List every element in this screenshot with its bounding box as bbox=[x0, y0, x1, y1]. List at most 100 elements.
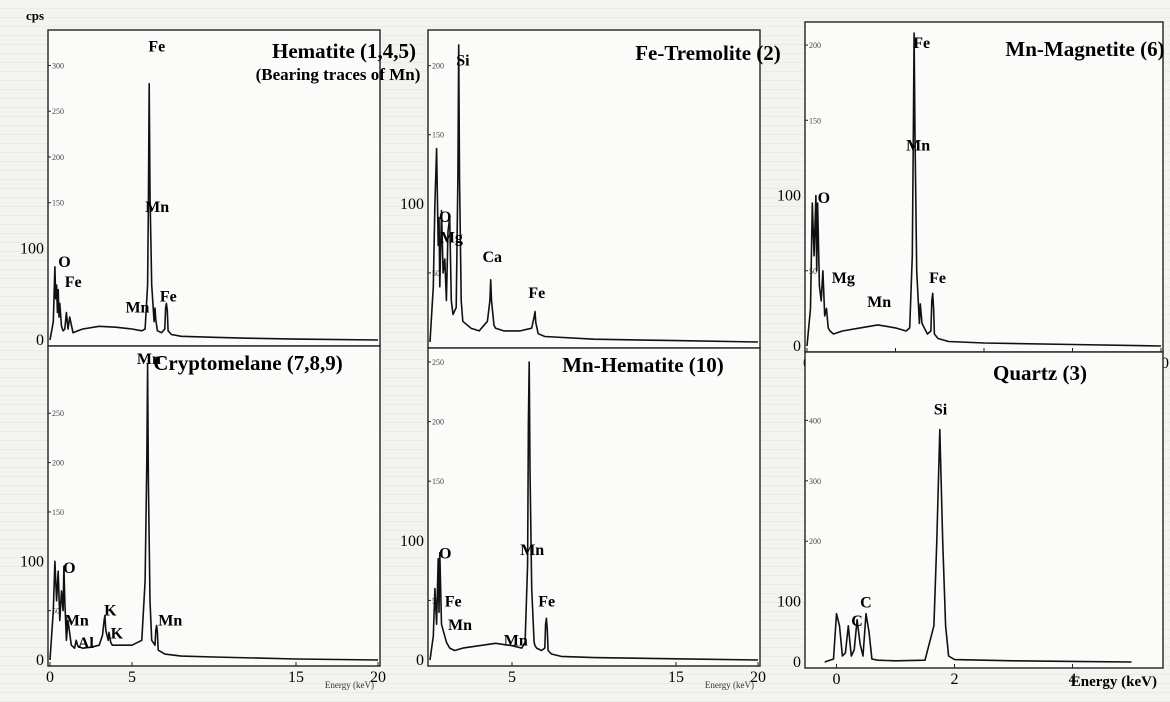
cryptomelane-xtick-label: 15 bbox=[288, 669, 304, 686]
mn-magnetite-spectrum-line bbox=[806, 32, 1162, 347]
cryptomelane-peak-label-o: O bbox=[63, 560, 75, 577]
cryptomelane-frame bbox=[47, 345, 381, 667]
mn-magnetite-ytick-label: 0 bbox=[793, 338, 801, 355]
quartz-ytick-label: 100 bbox=[777, 594, 801, 611]
cryptomelane-xtick-label: 0 bbox=[46, 669, 54, 686]
fe-tremolite-panel: 50 150 200 100 Si O Mg Ca Fe Fe-Tremolite (2) bbox=[400, 29, 781, 349]
hematite-peak-label-fe: Fe bbox=[65, 274, 82, 291]
mn-hematite-ytick-minor-label: 250 bbox=[432, 358, 444, 367]
quartz-xtick-label: 0 bbox=[833, 671, 841, 688]
hematite-ytick-label: 0 bbox=[36, 332, 44, 349]
fe-tremolite-peak-label-fe: Fe bbox=[528, 285, 545, 302]
hematite-peak-label-mn: Mn bbox=[145, 199, 169, 216]
mn-magnetite-peak-label-mn: Mn bbox=[906, 137, 930, 154]
cryptomelane-spectrum-line bbox=[49, 363, 379, 661]
mn-hematite-peak-label-mn: Mn bbox=[504, 633, 528, 650]
cryptomelane-xtick-label: 20 bbox=[370, 669, 386, 686]
mn-hematite-ytick-label: 0 bbox=[416, 652, 424, 669]
mn-hematite-spectrum-line bbox=[429, 361, 759, 661]
cryptomelane-ytick-label: 0 bbox=[36, 652, 44, 669]
quartz-title: Quartz (3) bbox=[993, 361, 1087, 385]
cryptomelane-peak-label-k: K bbox=[104, 603, 117, 620]
mn-magnetite-title: Mn-Magnetite (6) bbox=[1005, 37, 1164, 61]
fe-tremolite-spectrum-line bbox=[429, 44, 759, 343]
cryptomelane-peak-label-mn: Mn bbox=[65, 612, 89, 629]
mn-hematite-peak-label-mn: Mn bbox=[520, 542, 544, 559]
hematite-ylabel: cps bbox=[26, 8, 44, 23]
mn-magnetite-peak-label-mg: Mg bbox=[832, 270, 855, 287]
cryptomelane-peak-label-k: K bbox=[111, 625, 124, 642]
hematite-spectrum-line bbox=[49, 83, 379, 341]
cryptomelane-ytick-minor-label: 200 bbox=[52, 459, 64, 468]
fe-tremolite-ytick-label: 100 bbox=[400, 196, 424, 213]
mn-hematite-xlabel: Energy (keV) bbox=[705, 680, 754, 690]
fe-tremolite-peak-label-si: Si bbox=[456, 53, 470, 70]
cryptomelane-ytick-minor-label: 150 bbox=[52, 508, 64, 517]
fe-tremolite-peak-label-ca: Ca bbox=[482, 249, 502, 266]
quartz-xtick-label: 4 bbox=[1069, 671, 1077, 688]
hematite-subtitle: (Bearing traces of Mn) bbox=[256, 65, 421, 84]
mn-hematite-peak-label-o: O bbox=[439, 546, 451, 563]
mn-hematite-peak-label-fe: Fe bbox=[538, 593, 555, 610]
hematite-panel: 150 200 250 300 0 100 Fe Mn O Fe Mn Fe Hematite (1,4… bbox=[20, 8, 420, 349]
quartz-peak-label-c: C bbox=[860, 595, 872, 612]
quartz-peak-label-c: C bbox=[851, 613, 863, 630]
quartz-panel: 200 300 400 0 100 0 2 4 Si CC Quartz (3) Energy (ke… bbox=[777, 351, 1164, 690]
cryptomelane-xtick-label: 5 bbox=[128, 669, 136, 686]
fe-tremolite-peak-label-mg: Mg bbox=[440, 230, 463, 247]
quartz-ytick-minor-label: 200 bbox=[809, 537, 821, 546]
quartz-ytick-label: 0 bbox=[793, 654, 801, 671]
mn-magnetite-frame bbox=[804, 21, 1164, 353]
mn-magnetite-ytick-minor-label: 200 bbox=[809, 41, 821, 50]
mn-hematite-xtick-label: 15 bbox=[668, 669, 684, 686]
mn-hematite-frame bbox=[427, 347, 761, 667]
hematite-ytick-minor-label: 150 bbox=[52, 199, 64, 208]
mn-hematite-peak-label-mn: Mn bbox=[448, 617, 472, 634]
mn-magnetite-peak-label-fe: Fe bbox=[913, 35, 930, 52]
hematite-frame bbox=[47, 29, 381, 347]
fe-tremolite-title: Fe-Tremolite (2) bbox=[635, 41, 781, 65]
quartz-ytick-minor-label: 300 bbox=[809, 477, 821, 486]
quartz-xlabel: Energy (keV) bbox=[1071, 674, 1157, 690]
mn-magnetite-peak-label-mn: Mn bbox=[867, 294, 891, 311]
fe-tremolite-frame bbox=[427, 29, 761, 349]
mn-magnetite-ytick-label: 100 bbox=[777, 188, 801, 205]
fe-tremolite-ytick-minor-label: 50 bbox=[432, 269, 440, 278]
mn-hematite-peak-label-fe: Fe bbox=[445, 593, 462, 610]
hematite-peak-label-o: O bbox=[58, 254, 70, 271]
quartz-frame bbox=[804, 351, 1164, 669]
cryptomelane-peak-label-al: Al bbox=[78, 635, 95, 652]
hematite-ytick-label: 100 bbox=[20, 240, 44, 257]
mn-magnetite-ytick-minor-label: 150 bbox=[809, 116, 821, 125]
mn-hematite-ytick-minor-label: 200 bbox=[432, 418, 444, 427]
mn-hematite-ytick-minor-label: 150 bbox=[432, 477, 444, 486]
hematite-title: Hematite (1,4,5) bbox=[272, 39, 416, 63]
hematite-ytick-minor-label: 300 bbox=[52, 61, 64, 70]
fe-tremolite-ytick-minor-label: 200 bbox=[432, 62, 444, 71]
mn-hematite-xtick-label: 5 bbox=[508, 669, 516, 686]
cryptomelane-peak-label-mn: Mn bbox=[158, 612, 182, 629]
cryptomelane-xlabel: Energy (keV) bbox=[325, 680, 374, 690]
hematite-peak-label-fe: Fe bbox=[160, 289, 177, 306]
cryptomelane-ytick-label: 100 bbox=[20, 553, 44, 570]
mn-magnetite-ytick-minor-label: 50 bbox=[809, 267, 817, 276]
mn-hematite-xtick-label: 20 bbox=[750, 669, 766, 686]
hematite-ytick-minor-label: 200 bbox=[52, 153, 64, 162]
cryptomelane-title: Cryptomelane (7,8,9) bbox=[153, 351, 343, 375]
quartz-ytick-minor-label: 400 bbox=[809, 416, 821, 425]
cryptomelane-peak-label-mn: Mn bbox=[137, 351, 161, 368]
mn-hematite-ytick-label: 100 bbox=[400, 533, 424, 550]
quartz-peak-label-si: Si bbox=[934, 401, 948, 418]
cryptomelane-ytick-minor-label: 250 bbox=[52, 409, 64, 418]
hematite-peak-label-mn: Mn bbox=[125, 300, 149, 317]
mn-magnetite-panel: 50150200010005101520FeMnOMgMnFeMn-Magnet… bbox=[777, 21, 1169, 376]
hematite-peak-label-fe: Fe bbox=[148, 39, 165, 56]
hematite-ytick-minor-label: 250 bbox=[52, 107, 64, 116]
cryptomelane-ytick-minor-label: 50 bbox=[52, 607, 60, 616]
mn-hematite-title: Mn-Hematite (10) bbox=[562, 353, 724, 377]
mn-magnetite-peak-label-fe: Fe bbox=[929, 270, 946, 287]
